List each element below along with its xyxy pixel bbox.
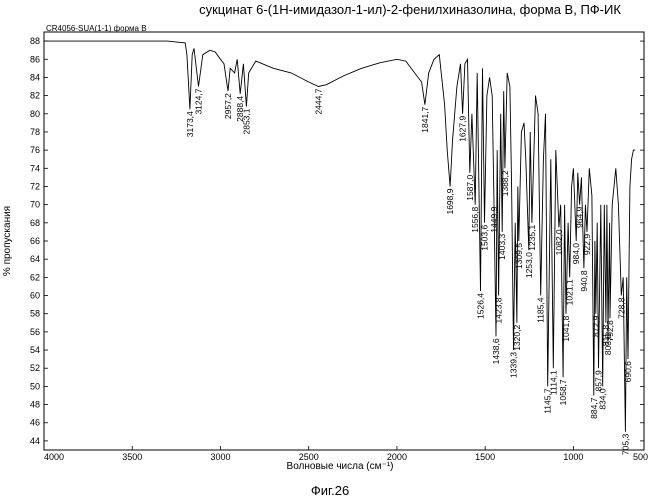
y-tick-label: 64 [30, 254, 40, 264]
y-tick-label: 62 [30, 272, 40, 282]
peak-label: 728,8 [616, 297, 626, 319]
peak-label: 1403,3 [497, 234, 507, 260]
peak-label: 1526,4 [475, 293, 485, 319]
peak-label: 1339,3 [509, 352, 519, 378]
peak-label: 1627,9 [458, 116, 468, 142]
peak-label: 1309,5 [514, 243, 524, 269]
y-tick-label: 80 [30, 109, 40, 119]
y-tick-label: 66 [30, 236, 40, 246]
y-tick-label: 50 [30, 381, 40, 391]
x-tick-label: 1000 [563, 452, 583, 462]
peak-label: 857,9 [594, 370, 604, 392]
y-tick-label: 60 [30, 291, 40, 301]
peak-label: 690,6 [623, 361, 633, 383]
y-tick-label: 88 [30, 36, 40, 46]
y-tick-label: 86 [30, 54, 40, 64]
peak-label: 1438,6 [491, 338, 501, 364]
peak-label: 1698,9 [445, 188, 455, 214]
peak-label: 984,0 [571, 243, 581, 265]
x-tick-label: 4000 [44, 452, 64, 462]
peak-label: 2957,2 [223, 93, 233, 119]
peak-label: 834,0 [598, 388, 608, 410]
y-tick-label: 56 [30, 327, 40, 337]
x-axis-label: Волновые числа (см⁻¹) [287, 461, 394, 472]
y-tick-label: 82 [30, 91, 40, 101]
peak-label: 1841,7 [420, 106, 430, 132]
peak-label: 1082,0 [554, 229, 564, 255]
peak-label: 940,8 [579, 270, 589, 292]
chart-title: сукцинат 6-(1Н-имидазол-1-ил)-2-фенилхин… [199, 2, 621, 17]
peak-label: 1058,7 [558, 379, 568, 405]
y-tick-label: 46 [30, 418, 40, 428]
x-tick-label: 1500 [475, 452, 495, 462]
peak-label: 964,9 [575, 206, 585, 228]
peak-label: 705,3 [620, 434, 630, 456]
peak-label: 1388,2 [500, 170, 510, 196]
x-tick-label: 3000 [210, 452, 230, 462]
peak-label: 1041,8 [561, 315, 571, 341]
peak-label: 1423,8 [494, 297, 504, 323]
peak-label: 1235,1 [527, 225, 537, 251]
y-tick-label: 52 [30, 363, 40, 373]
y-tick-label: 58 [30, 309, 40, 319]
y-axis-label: % пропускания [2, 206, 13, 276]
x-tick-label: 500 [633, 452, 648, 462]
y-tick-label: 54 [30, 345, 40, 355]
peak-label: 1114,1 [548, 370, 558, 395]
peak-label: 2853,1 [241, 108, 251, 134]
sample-label: CR4056-SUA(1-1) форма В [46, 24, 147, 33]
y-tick-label: 74 [30, 163, 40, 173]
spectrum-line [44, 41, 635, 432]
peak-label: 922,9 [582, 234, 592, 256]
peak-label: 3124,7 [194, 88, 204, 114]
peak-label: 2444,7 [314, 88, 324, 114]
peak-label: 792,8 [605, 320, 615, 342]
y-tick-label: 44 [30, 436, 40, 446]
y-tick-label: 72 [30, 181, 40, 191]
x-tick-label: 3500 [122, 452, 142, 462]
y-tick-label: 78 [30, 127, 40, 137]
y-tick-label: 84 [30, 72, 40, 82]
peak-label: 1449,9 [489, 206, 499, 232]
peak-label: 1320,2 [512, 325, 522, 351]
y-tick-label: 68 [30, 218, 40, 228]
peak-label: 1021,1 [565, 279, 575, 305]
peak-label: 872,9 [591, 315, 601, 337]
peak-label: 1185,4 [536, 297, 546, 323]
peak-label: 1253,0 [524, 252, 534, 278]
y-tick-label: 76 [30, 145, 40, 155]
figure-caption: Фиг.26 [311, 483, 349, 498]
peak-label: 1587,0 [465, 175, 475, 201]
x-axis: 4000350030002500200015001000500 [44, 446, 648, 462]
y-tick-label: 70 [30, 200, 40, 210]
y-tick-label: 48 [30, 400, 40, 410]
